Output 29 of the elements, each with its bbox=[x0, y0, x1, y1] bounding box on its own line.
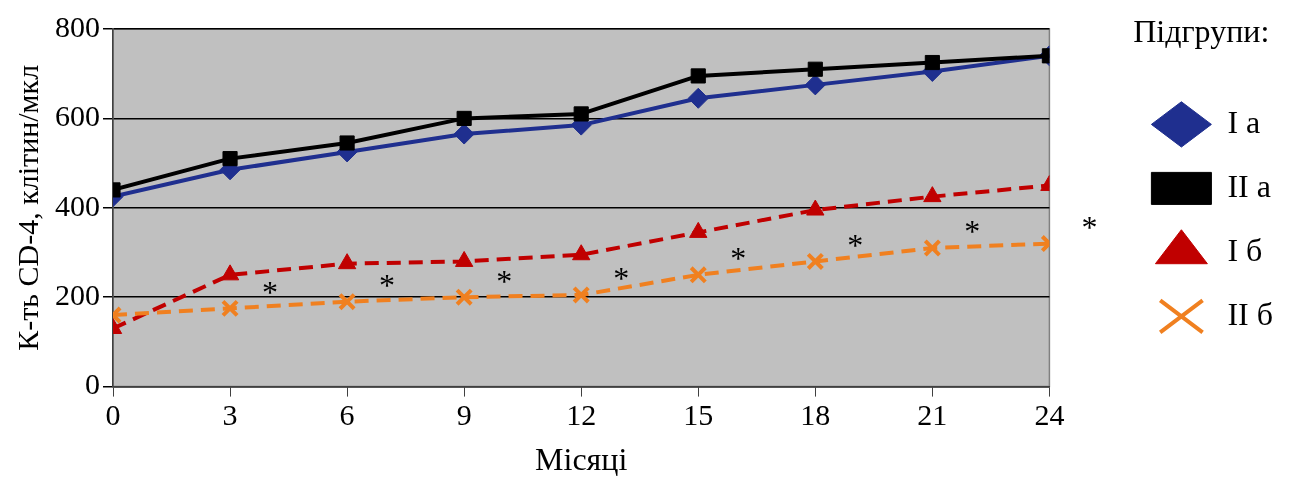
y-tick-label: 0 bbox=[85, 367, 100, 401]
x-tick-label: 18 bbox=[800, 398, 831, 432]
x-axis-title: Місяці bbox=[535, 441, 628, 478]
x-tick-label: 12 bbox=[566, 398, 597, 432]
y-tick-label: 400 bbox=[55, 188, 100, 222]
y-tick-label: 200 bbox=[55, 278, 100, 312]
annotation: * bbox=[496, 262, 513, 299]
y-axis-title: К-ть CD-4, клітин/мкл bbox=[10, 64, 44, 351]
x-tick-label: 3 bbox=[222, 398, 238, 432]
legend-label: I а bbox=[1227, 103, 1261, 140]
legend-title: Підгрупи: bbox=[1133, 13, 1270, 50]
annotation: * bbox=[847, 226, 864, 263]
x-tick-label: 9 bbox=[456, 398, 472, 432]
legend-label: II а bbox=[1227, 167, 1271, 204]
x-tick-label: 6 bbox=[339, 398, 355, 432]
y-tick-label: 800 bbox=[55, 9, 100, 43]
annotation: * bbox=[964, 213, 981, 250]
x-tick-label: 21 bbox=[917, 398, 948, 432]
annotation: * bbox=[730, 240, 747, 277]
x-tick-label: 0 bbox=[105, 398, 121, 432]
legend-label: II б bbox=[1227, 295, 1273, 332]
x-tick-label: 15 bbox=[683, 398, 714, 432]
x-tick-label: 24 bbox=[1034, 398, 1065, 432]
annotation: * bbox=[262, 273, 279, 310]
annotation: * bbox=[1081, 208, 1098, 245]
legend-label: I б bbox=[1227, 231, 1263, 268]
y-tick-label: 600 bbox=[55, 99, 100, 133]
annotation: * bbox=[379, 267, 396, 304]
annotation: * bbox=[613, 260, 630, 297]
